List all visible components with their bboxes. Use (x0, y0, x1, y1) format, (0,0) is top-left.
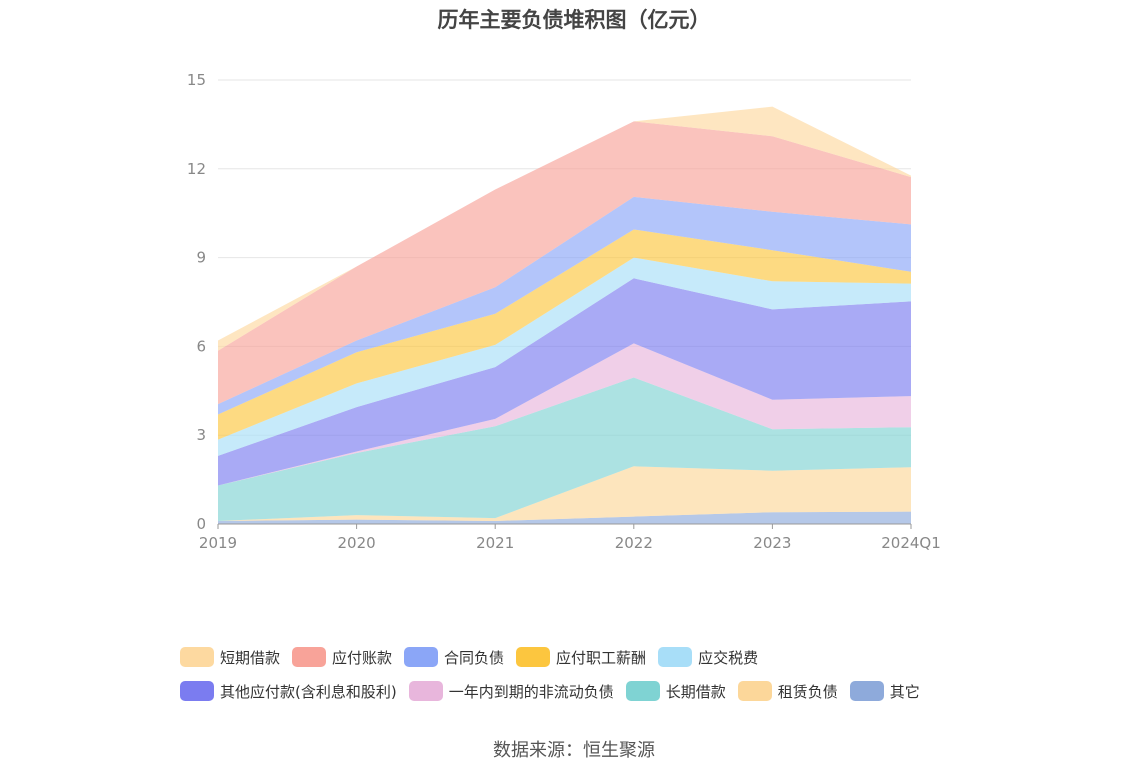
area-其它[interactable] (218, 511, 911, 524)
legend-swatch (516, 647, 551, 667)
legend-label: 租赁负债 (777, 682, 838, 701)
legend-item-其它[interactable]: 其它 (849, 681, 920, 702)
legend-item-应付职工薪酬[interactable]: 应付职工薪酬 (516, 647, 646, 668)
y-tick-label: 9 (196, 249, 206, 267)
x-tick-label-2022: 2022 (615, 534, 653, 552)
area-合同负债[interactable] (218, 196, 911, 415)
axes: 2019 2020 2021 2022 2023 2024Q1 (199, 523, 941, 552)
legend-row-1: 短期借款 应付账款 合同负债 应付职工薪酬 应交税费 (180, 640, 1000, 674)
x-tick-label-2021: 2021 (476, 534, 514, 552)
area-series (218, 106, 911, 524)
legend-item-其他应付款-含利息和股利-[interactable]: 其他应付款(含利息和股利) (180, 681, 397, 702)
y-tick-label: 12 (187, 160, 206, 178)
legend-item-租赁负债[interactable]: 租赁负债 (737, 681, 838, 702)
area-应付账款[interactable] (218, 121, 911, 405)
chart-title: 历年主要负债堆积图（亿元） (437, 8, 711, 32)
x-tick-label-2023: 2023 (753, 534, 791, 552)
legend-item-应付账款[interactable]: 应付账款 (292, 647, 392, 668)
legend-swatch (180, 647, 214, 667)
legend-swatch (849, 681, 884, 701)
source-note: 数据来源：恒生聚源 (493, 740, 655, 761)
legend-label: 其他应付款(含利息和股利) (220, 682, 397, 701)
legend-item-应交税费[interactable]: 应交税费 (658, 647, 758, 668)
legend-label: 长期借款 (665, 682, 726, 701)
legend-label: 应付账款 (332, 648, 393, 667)
legend-label: 应交税费 (698, 648, 759, 667)
legend-label: 合同负债 (444, 648, 505, 667)
area-长期借款[interactable] (218, 377, 911, 522)
y-tick-label: 6 (196, 337, 206, 355)
x-tick-label-2024Q1: 2024Q1 (881, 534, 941, 552)
y-tick-label: 3 (196, 426, 206, 444)
y-tick-label: 15 (187, 71, 206, 89)
legend-label: 其它 (889, 682, 920, 701)
legend-item-一年内到期的非流动负债[interactable]: 一年内到期的非流动负债 (408, 681, 614, 702)
legend-row-2: 其他应付款(含利息和股利) 一年内到期的非流动负债 长期借款 租赁负债 其它 (180, 674, 1000, 708)
area-租赁负债[interactable] (218, 466, 911, 521)
x-tick-label-2020: 2020 (338, 534, 376, 552)
legend-swatch (292, 647, 327, 667)
legend-swatch (625, 681, 660, 701)
legend-label: 短期借款 (220, 648, 281, 667)
x-tick-label-2019: 2019 (199, 534, 237, 552)
legend-label: 应付职工薪酬 (556, 648, 647, 667)
legend-swatch (180, 681, 214, 701)
area-一年内到期的非流动负债[interactable] (218, 343, 911, 486)
legend-item-短期借款[interactable]: 短期借款 (180, 647, 280, 668)
legend-item-合同负债[interactable]: 合同负债 (404, 647, 504, 668)
area-其他应付款-含利息和股利-[interactable] (218, 278, 911, 486)
legend-swatch (658, 647, 693, 667)
legend: 短期借款 应付账款 合同负债 应付职工薪酬 应交税费其他应付款(含利息和股利) 一年内到期… (180, 640, 1000, 708)
legend-item-长期借款[interactable]: 长期借款 (625, 681, 726, 702)
legend-swatch (408, 681, 443, 701)
y-tick-label: 0 (196, 515, 206, 533)
legend-swatch (404, 647, 439, 667)
legend-label: 一年内到期的非流动负债 (448, 682, 614, 701)
legend-swatch (737, 681, 772, 701)
